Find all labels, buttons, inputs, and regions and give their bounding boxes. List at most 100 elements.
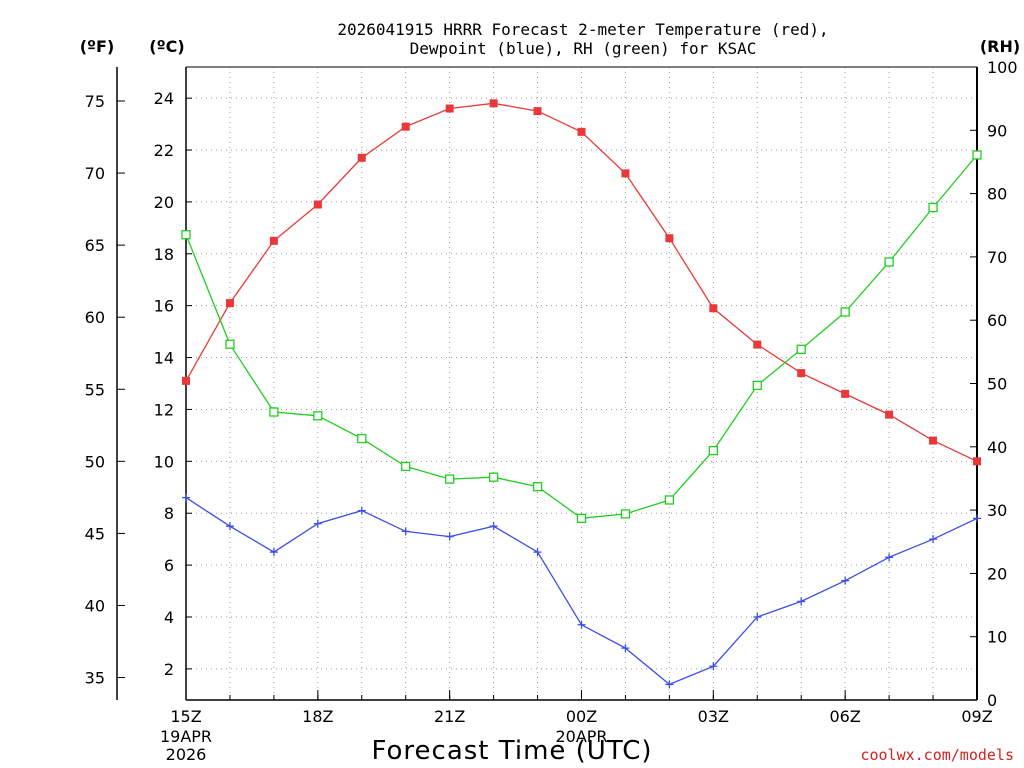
- dewpoint-point: [665, 680, 674, 689]
- rh-point: [840, 307, 850, 317]
- rh-point: [269, 407, 279, 417]
- fahrenheit-unit-label: (ºF): [80, 37, 115, 56]
- celsius-tick-label: 2: [164, 660, 174, 679]
- x-tick-label: 18Z: [302, 707, 333, 726]
- x-tick-label: 03Z: [698, 707, 729, 726]
- rh-tick-label: 20: [987, 564, 1007, 583]
- rh-tick-label: 30: [987, 501, 1007, 520]
- chart-title-line-1: 2026041915 HRRR Forecast 2-meter Tempera…: [337, 20, 828, 39]
- dewpoint-point: [313, 519, 322, 528]
- dewpoint-line: [185, 497, 978, 686]
- dewpoint-point: [753, 612, 762, 621]
- rh-tick-label: 80: [987, 185, 1007, 204]
- rh-tick-label: 40: [987, 438, 1007, 457]
- temperature-point: [489, 99, 498, 108]
- rh-point: [752, 380, 762, 391]
- temperature-point: [753, 340, 762, 349]
- x-tick-label: 15Z: [170, 707, 201, 726]
- dewpoint-point: [929, 535, 938, 544]
- celsius-tick-label: 14: [154, 349, 174, 368]
- temperature-point: [445, 104, 454, 113]
- rh-tick-label: 100: [987, 58, 1018, 77]
- temperature-point: [665, 234, 674, 243]
- dewpoint-point: [885, 553, 894, 562]
- x-tick-date-label: 20APR: [555, 727, 607, 746]
- rh-tick-label: 50: [987, 375, 1007, 394]
- temperature-point: [357, 153, 366, 162]
- x-tick-date-label: 19APR: [160, 727, 212, 746]
- dewpoint-point: [269, 548, 278, 557]
- rh-point: [445, 474, 455, 484]
- celsius-tick-label: 24: [154, 89, 174, 108]
- fahrenheit-tick-label: 60: [85, 308, 105, 327]
- temperature-point: [313, 200, 322, 209]
- rh-line: [185, 154, 978, 519]
- rh-tick-label: 60: [987, 311, 1007, 330]
- rh-point: [225, 339, 235, 349]
- temperature-point: [973, 457, 981, 466]
- x-tick-label: 09Z: [961, 707, 992, 726]
- temperature-point: [929, 436, 938, 445]
- dewpoint-point: [445, 532, 454, 541]
- dewpoint-point: [709, 662, 718, 671]
- temperature-point: [885, 410, 894, 419]
- dewpoint-point: [841, 576, 850, 585]
- temperature-point: [577, 127, 586, 136]
- x-axis-label: Forecast Time (UTC): [371, 736, 652, 766]
- rh-tick-label: 90: [987, 121, 1007, 140]
- celsius-tick-label: 10: [154, 452, 174, 471]
- rh-point: [488, 472, 499, 482]
- fahrenheit-tick-label: 70: [85, 164, 105, 183]
- dewpoint-point: [225, 522, 234, 531]
- dewpoint-point: [401, 527, 410, 536]
- fahrenheit-tick-label: 50: [85, 452, 105, 471]
- temperature-point: [533, 107, 542, 116]
- rh-tick-label: 10: [987, 628, 1007, 647]
- x-tick-label: 21Z: [434, 707, 465, 726]
- rh-point: [532, 482, 543, 492]
- temperature-point: [621, 169, 630, 178]
- chart-title-line-2: Dewpoint (blue), RH (green) for KSAC: [410, 39, 757, 58]
- dewpoint-point: [489, 522, 498, 531]
- dewpoint-point: [973, 514, 981, 523]
- rh-point: [357, 433, 367, 444]
- rh-point: [576, 513, 587, 523]
- fahrenheit-tick-label: 45: [85, 524, 105, 543]
- celsius-tick-label: 18: [154, 245, 174, 264]
- dewpoint-point: [357, 506, 366, 515]
- rh-point: [181, 230, 191, 240]
- x-tick-label: 00Z: [566, 707, 597, 726]
- credit-text: coolwx.com/models: [860, 746, 1014, 764]
- rh-tick-label: 0: [987, 691, 997, 710]
- celsius-tick-label: 16: [154, 297, 174, 316]
- celsius-tick-label: 6: [164, 556, 174, 575]
- celsius-tick-label: 4: [164, 608, 174, 627]
- rh-point: [313, 411, 323, 421]
- rh-point: [796, 344, 806, 354]
- fahrenheit-tick-label: 75: [85, 92, 105, 111]
- rh-point: [620, 509, 631, 519]
- rh-point: [928, 202, 938, 213]
- rh-point: [972, 150, 982, 160]
- celsius-tick-label: 12: [154, 400, 174, 419]
- fahrenheit-tick-label: 35: [85, 669, 105, 688]
- rh-unit-label: (RH): [980, 37, 1020, 56]
- temperature-point: [401, 122, 410, 131]
- temperature-point: [709, 304, 718, 313]
- temperature-point: [841, 389, 850, 398]
- dewpoint-point: [533, 548, 542, 557]
- celsius-tick-label: 8: [164, 504, 174, 523]
- fahrenheit-tick-label: 65: [85, 236, 105, 255]
- fahrenheit-tick-label: 40: [85, 596, 105, 615]
- data-series: [181, 99, 982, 689]
- temperature-point: [797, 369, 806, 378]
- dewpoint-point: [577, 620, 586, 629]
- rh-point: [664, 495, 675, 505]
- rh-tick-label: 70: [987, 248, 1007, 267]
- axes: 2468101214161820222435404550556065707501…: [85, 58, 1018, 710]
- rh-point: [401, 461, 411, 472]
- temperature-point: [269, 236, 278, 245]
- temperature-point: [182, 376, 190, 385]
